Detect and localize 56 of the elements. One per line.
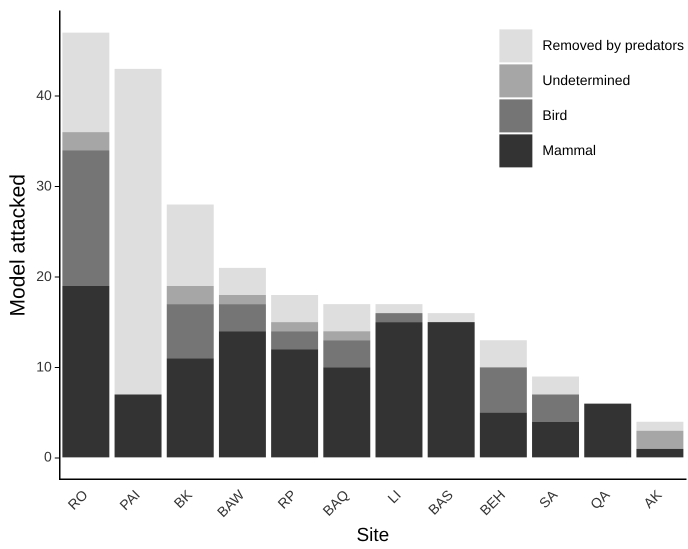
legend-label: Mammal: [542, 142, 596, 158]
bar: [375, 322, 422, 458]
y-tick-label: 30: [36, 177, 52, 194]
bar: [166, 204, 214, 286]
x-tick-label: LI: [384, 486, 404, 506]
bar: [480, 367, 527, 413]
x-tick-label: RO: [64, 486, 91, 513]
bar: [584, 404, 632, 458]
bar: [532, 376, 580, 395]
bar: [271, 295, 318, 322]
bar: [323, 331, 370, 340]
bar: [62, 32, 110, 132]
bar: [323, 367, 370, 458]
bar: [166, 304, 214, 358]
bar: [636, 448, 684, 458]
y-tick-label: 10: [36, 358, 52, 374]
bar: [271, 349, 318, 458]
bar: [428, 313, 475, 322]
x-axis-title: Site: [356, 524, 390, 546]
x-tick-label: PAI: [116, 486, 143, 514]
bar: [218, 304, 266, 332]
bar: [375, 313, 422, 322]
bar: [62, 150, 110, 286]
x-tick-label: BK: [170, 486, 196, 512]
bar: [480, 340, 527, 368]
bar: [218, 295, 266, 304]
y-axis-title: Model attacked: [6, 174, 30, 316]
bar: [532, 394, 580, 422]
bar: [271, 331, 318, 350]
y-tick-label: 0: [44, 448, 52, 465]
bar: [62, 286, 110, 458]
y-tick-label: 40: [36, 86, 52, 103]
bar: [480, 412, 527, 458]
y-tick-label: 20: [36, 268, 52, 284]
x-tick-label: QA: [586, 486, 614, 512]
x-tick-label: SA: [536, 486, 561, 512]
bar: [428, 322, 475, 458]
legend-label: Bird: [542, 106, 568, 123]
legend-label: Removed by predators: [542, 36, 684, 53]
bar: [636, 430, 684, 449]
bar: [218, 268, 266, 296]
bar: [271, 322, 318, 332]
x-tick-label: AK: [640, 486, 666, 512]
bar: [62, 132, 110, 150]
legend-label: Undetermined: [542, 72, 630, 88]
bar: [114, 394, 162, 458]
bar: [218, 331, 266, 458]
x-tick-label: RP: [274, 486, 300, 512]
bar: [323, 340, 370, 368]
bar: [166, 358, 214, 458]
bar: [166, 286, 214, 304]
bar: [532, 422, 580, 458]
bar: [323, 304, 370, 332]
bar: [636, 422, 684, 431]
bar: [375, 304, 422, 314]
bar: [114, 68, 162, 395]
